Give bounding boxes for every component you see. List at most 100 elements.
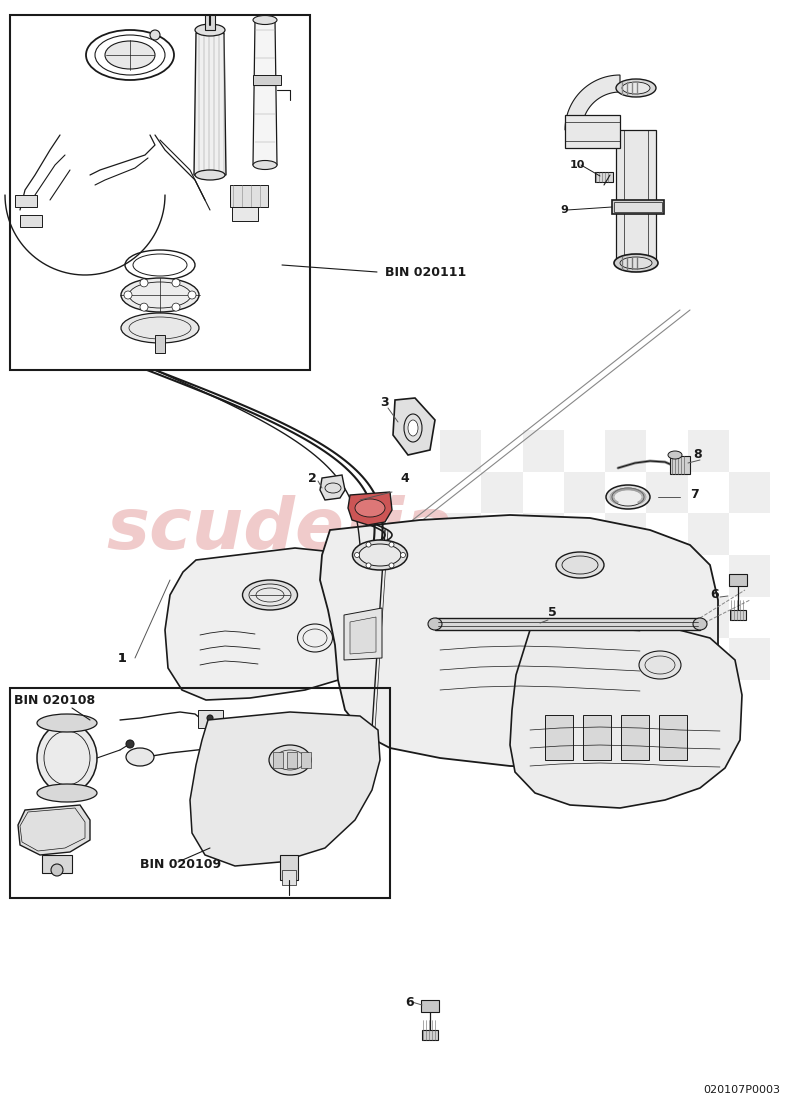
Text: 2: 2 — [308, 472, 317, 484]
Ellipse shape — [355, 499, 385, 517]
Bar — [482, 638, 522, 680]
Polygon shape — [616, 130, 656, 265]
Bar — [155, 336, 165, 353]
Bar — [564, 638, 605, 680]
Bar — [729, 638, 770, 680]
Bar — [42, 855, 72, 873]
Ellipse shape — [195, 24, 225, 36]
Ellipse shape — [614, 254, 658, 272]
Circle shape — [140, 279, 148, 287]
Circle shape — [260, 752, 268, 760]
Ellipse shape — [253, 15, 277, 24]
Bar — [273, 752, 283, 768]
Bar — [605, 514, 646, 556]
Ellipse shape — [606, 485, 650, 509]
Text: scuderia: scuderia — [107, 495, 454, 564]
Circle shape — [400, 552, 405, 558]
Polygon shape — [320, 515, 718, 768]
Bar — [564, 472, 605, 514]
Ellipse shape — [105, 41, 155, 69]
Ellipse shape — [353, 540, 408, 570]
Circle shape — [140, 304, 148, 311]
Bar — [621, 715, 649, 760]
Bar — [205, 15, 215, 30]
Polygon shape — [565, 75, 620, 130]
Polygon shape — [565, 116, 620, 148]
Bar — [10, 15, 310, 370]
Bar — [15, 195, 37, 207]
Text: 7: 7 — [690, 488, 699, 502]
Circle shape — [51, 864, 63, 876]
Bar — [595, 172, 613, 182]
Circle shape — [354, 552, 360, 558]
Bar — [230, 185, 268, 207]
Circle shape — [389, 542, 394, 547]
Circle shape — [150, 30, 160, 40]
Text: BIN 020108: BIN 020108 — [14, 693, 96, 706]
Bar — [605, 596, 646, 638]
Polygon shape — [18, 805, 90, 855]
Bar — [583, 715, 611, 760]
Ellipse shape — [616, 79, 656, 97]
Ellipse shape — [195, 170, 225, 180]
Text: 020107P0003: 020107P0003 — [703, 1085, 780, 1094]
Ellipse shape — [668, 451, 682, 459]
Polygon shape — [393, 398, 435, 455]
Bar — [253, 75, 281, 85]
Bar — [688, 430, 729, 472]
Circle shape — [260, 742, 268, 750]
Bar — [301, 752, 311, 768]
Polygon shape — [320, 475, 345, 500]
Text: 8: 8 — [693, 449, 701, 462]
Polygon shape — [344, 608, 382, 660]
Bar — [545, 715, 573, 760]
Circle shape — [188, 292, 196, 299]
Polygon shape — [510, 620, 742, 808]
Bar — [482, 472, 522, 514]
Bar — [522, 596, 564, 638]
Ellipse shape — [269, 745, 311, 776]
Ellipse shape — [37, 723, 97, 793]
Circle shape — [124, 292, 132, 299]
Circle shape — [172, 304, 180, 311]
Text: 9: 9 — [560, 205, 568, 214]
Bar — [646, 472, 688, 514]
Ellipse shape — [37, 784, 97, 802]
Ellipse shape — [121, 278, 199, 312]
Bar — [688, 514, 729, 556]
Bar — [688, 596, 729, 638]
Circle shape — [366, 563, 371, 568]
Polygon shape — [253, 20, 277, 165]
Bar — [614, 202, 662, 212]
Ellipse shape — [556, 552, 604, 578]
Circle shape — [278, 773, 286, 781]
Ellipse shape — [359, 544, 401, 566]
Bar — [729, 472, 770, 514]
Bar — [646, 556, 688, 596]
Bar — [482, 556, 522, 596]
Text: 4: 4 — [400, 472, 409, 484]
Text: 5: 5 — [548, 606, 556, 619]
Text: 1: 1 — [118, 651, 127, 664]
Text: 3: 3 — [380, 396, 388, 408]
Ellipse shape — [126, 748, 154, 766]
Bar — [282, 870, 296, 886]
Bar — [646, 638, 688, 680]
Bar — [440, 514, 482, 556]
Polygon shape — [165, 548, 390, 700]
Circle shape — [126, 740, 134, 748]
Ellipse shape — [37, 714, 97, 732]
Bar — [440, 430, 482, 472]
Polygon shape — [350, 617, 376, 654]
Ellipse shape — [622, 82, 650, 94]
Bar — [270, 747, 295, 764]
Ellipse shape — [428, 618, 442, 630]
Bar — [670, 456, 690, 474]
Circle shape — [389, 563, 394, 568]
Text: 10: 10 — [570, 160, 585, 170]
Ellipse shape — [249, 584, 291, 606]
Ellipse shape — [639, 651, 681, 679]
Circle shape — [172, 279, 180, 287]
Circle shape — [207, 715, 213, 720]
Ellipse shape — [693, 618, 707, 630]
